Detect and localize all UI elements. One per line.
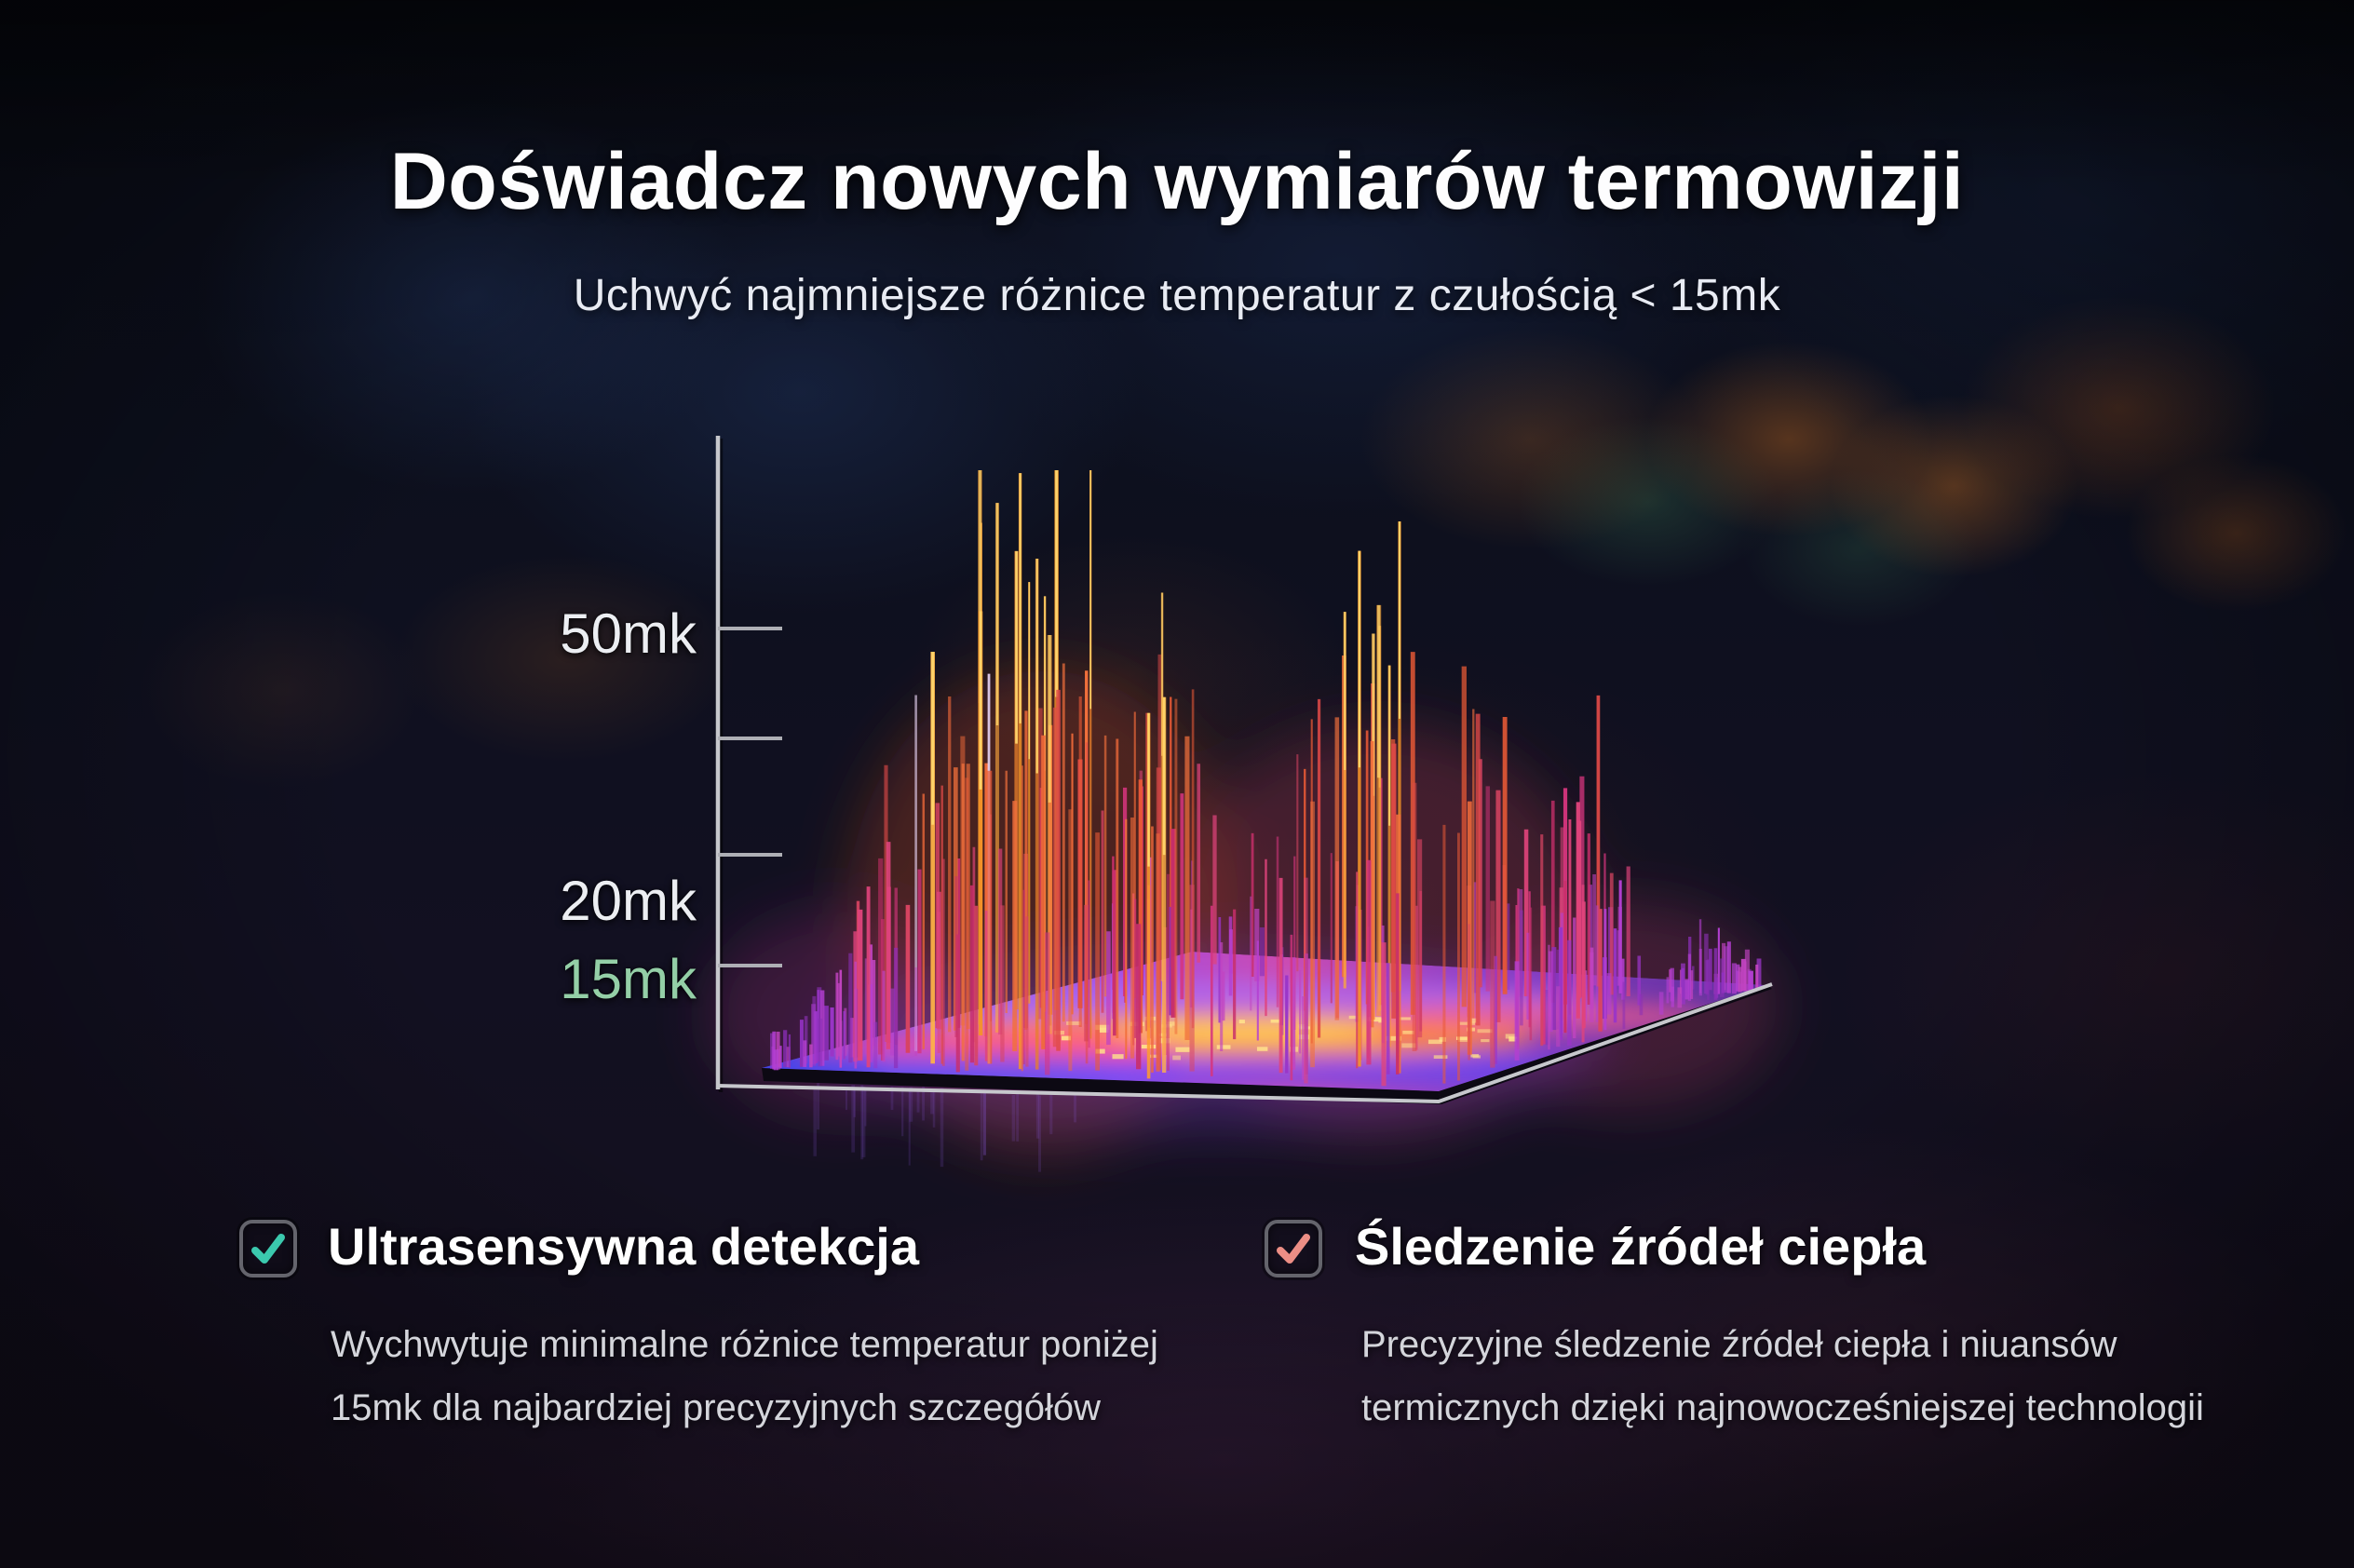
y-axis-label-20mk: 20mk — [560, 870, 697, 932]
checkmark-icon — [1277, 1234, 1310, 1264]
checkbox-heat-source-tracking[interactable] — [1265, 1220, 1322, 1277]
feature-description-line: 15mk dla najbardziej precyzyjnych szczeg… — [331, 1387, 1102, 1428]
y-axis-label-15mk: 15mk — [560, 948, 697, 1010]
page-title: Doświadcz nowych wymiarów termowizji — [389, 137, 1965, 226]
feature-description-line: Wychwytuje minimalne różnice temperatur … — [331, 1324, 1158, 1365]
checkmark-icon — [251, 1234, 285, 1264]
feature-heading: Ultrasensywna detekcja — [328, 1217, 919, 1276]
page-subtitle: Uchwyć najmniejsze różnice temperatur z … — [573, 271, 1781, 320]
feature-description-line: Precyzyjne śledzenie źródeł ciepła i niu… — [1361, 1324, 2117, 1365]
feature-description: Wychwytuje minimalne różnice temperatur … — [331, 1313, 1158, 1440]
y-axis-label-50mk: 50mk — [560, 602, 697, 665]
feature-description-line: termicznych dzięki najnowocześniejszej t… — [1361, 1387, 2204, 1428]
checkbox-ultrasensitive-detection[interactable] — [239, 1220, 297, 1277]
feature-heading: Śledzenie źródeł ciepła — [1355, 1217, 1927, 1276]
feature-description: Precyzyjne śledzenie źródeł ciepła i niu… — [1361, 1313, 2204, 1440]
